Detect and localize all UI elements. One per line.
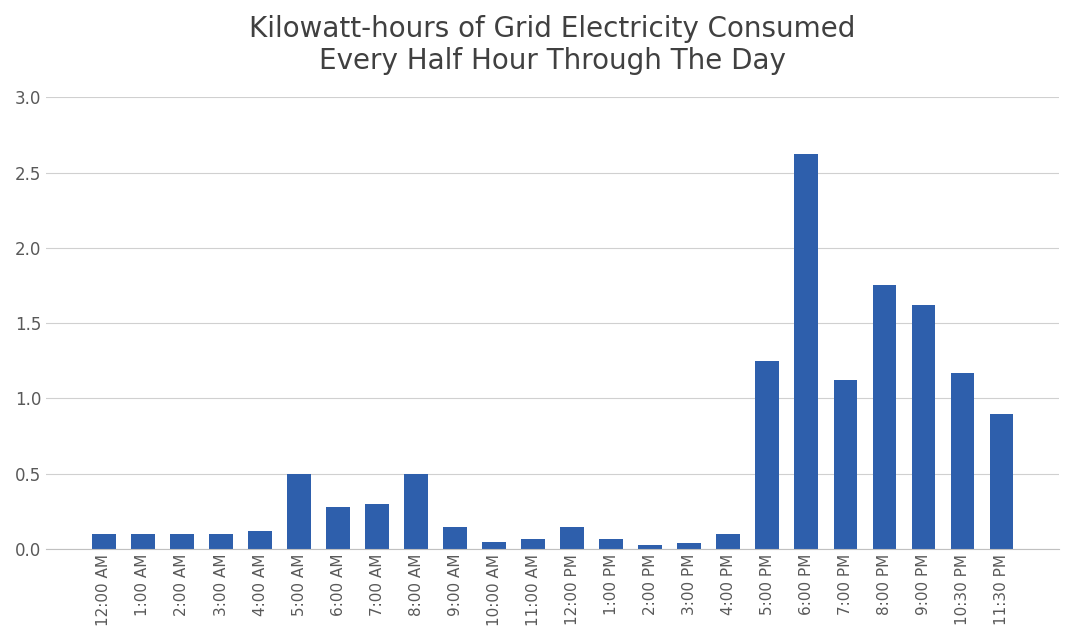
Bar — [716, 534, 740, 549]
Bar — [795, 154, 818, 549]
Bar — [92, 534, 116, 549]
Bar — [561, 526, 584, 549]
Bar — [482, 542, 506, 549]
Bar — [755, 361, 779, 549]
Bar — [521, 538, 545, 549]
Bar — [989, 413, 1013, 549]
Bar — [209, 534, 233, 549]
Bar — [288, 474, 310, 549]
Bar — [405, 474, 427, 549]
Title: Kilowatt-hours of Grid Electricity Consumed
Every Half Hour Through The Day: Kilowatt-hours of Grid Electricity Consu… — [249, 15, 856, 76]
Bar — [872, 285, 896, 549]
Bar — [326, 507, 350, 549]
Bar — [678, 543, 701, 549]
Bar — [171, 534, 193, 549]
Bar — [599, 538, 623, 549]
Bar — [950, 373, 974, 549]
Bar — [444, 526, 467, 549]
Bar — [248, 531, 272, 549]
Bar — [912, 305, 935, 549]
Bar — [638, 545, 662, 549]
Bar — [833, 380, 857, 549]
Bar — [131, 534, 155, 549]
Bar — [365, 504, 389, 549]
